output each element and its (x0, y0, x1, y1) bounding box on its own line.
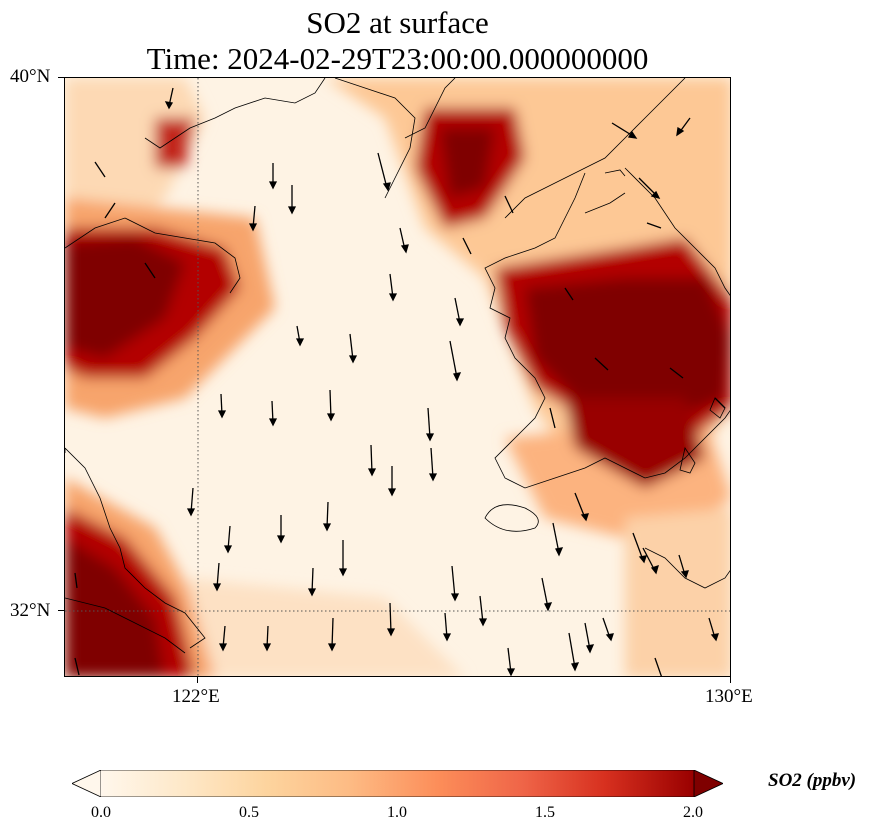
colorbar (72, 770, 723, 797)
map-title-line2: Time: 2024-02-29T23:00:00.000000000 (146, 41, 649, 76)
colorbar-gradient (101, 770, 694, 797)
so2-field-map (65, 78, 730, 676)
colorbar-tick-2: 1.0 (387, 804, 407, 821)
wind-vectors (74, 87, 726, 676)
map-panel (64, 77, 731, 677)
concentration-field (65, 78, 730, 676)
colorbar-label: SO2 (ppbv) (768, 770, 857, 791)
lat-tick-label-40n: 40°N (10, 66, 51, 87)
map-title-line1: SO2 at surface (306, 5, 489, 40)
colorbar-tick-1: 0.5 (239, 804, 259, 821)
lon-tick-mark-122e (197, 677, 198, 683)
lat-tick-mark-40n (58, 77, 64, 78)
lat-tick-mark-32n (58, 610, 64, 611)
colorbar-extend-max (693, 770, 723, 797)
coastlines (65, 78, 730, 654)
colorbar-extend-min (72, 770, 102, 797)
lon-tick-mark-130e (730, 677, 731, 683)
colorbar-tick-0: 0.0 (91, 804, 111, 821)
colorbar-tick-4: 2.0 (683, 804, 703, 821)
lon-tick-label-130e: 130°E (705, 686, 753, 707)
lat-tick-label-32n: 32°N (10, 600, 51, 621)
colorbar-tick-3: 1.5 (535, 804, 555, 821)
lon-tick-label-122e: 122°E (172, 686, 220, 707)
